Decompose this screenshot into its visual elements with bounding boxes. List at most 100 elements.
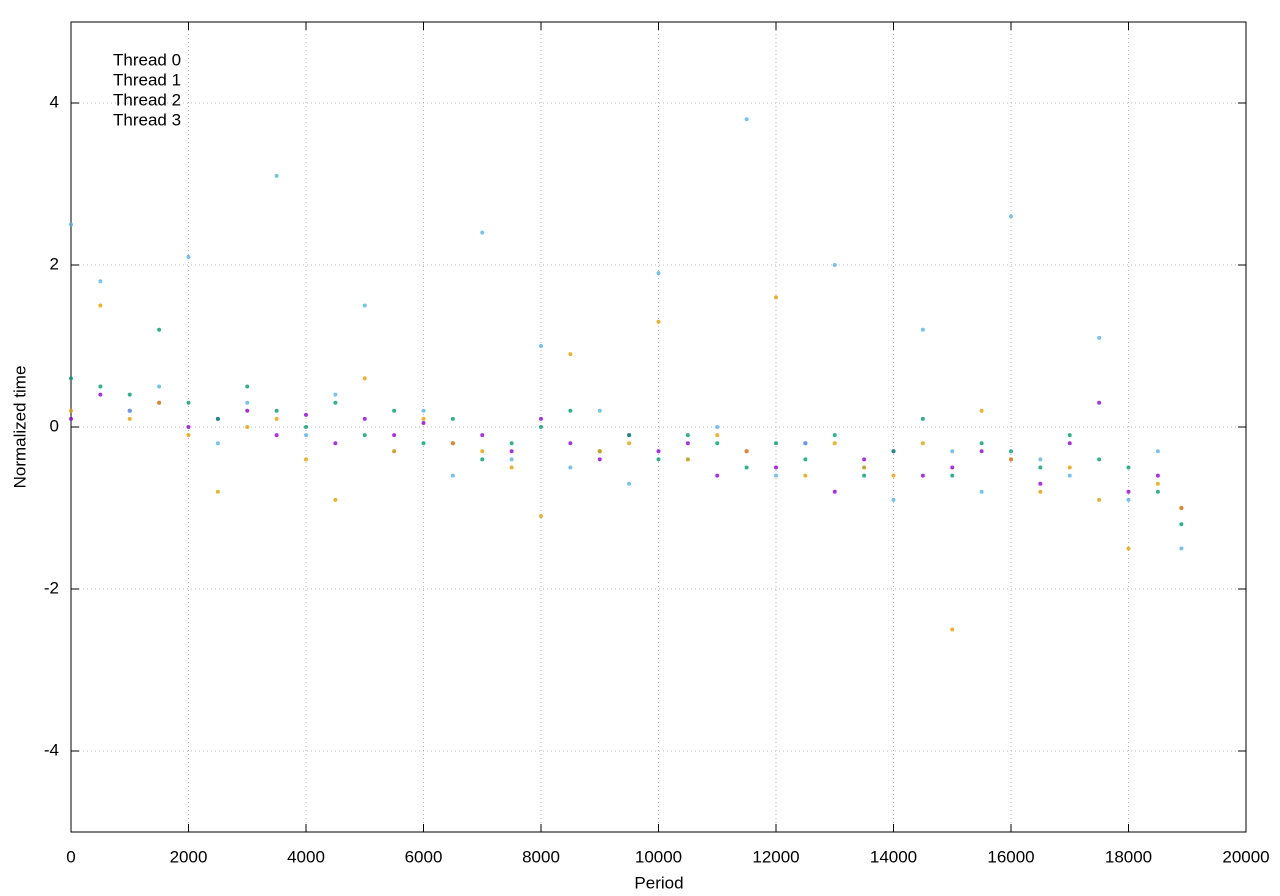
point — [245, 408, 250, 413]
legend-label: Thread 2 — [113, 90, 181, 109]
point — [920, 327, 925, 332]
x-axis-label: Period — [634, 873, 683, 892]
point — [539, 514, 543, 519]
point — [421, 416, 426, 421]
point — [362, 376, 367, 381]
point — [1126, 489, 1131, 494]
x-tick-label: 4000 — [287, 847, 325, 866]
x-tick-label: 10000 — [635, 847, 682, 866]
point — [421, 441, 426, 446]
x-tick-label: 16000 — [987, 847, 1034, 866]
point — [597, 408, 602, 413]
point — [1126, 546, 1131, 551]
legend-label: Thread 3 — [113, 110, 181, 129]
point — [539, 344, 543, 348]
x-tick-label: 8000 — [522, 847, 560, 866]
point — [744, 449, 749, 454]
point — [1067, 465, 1072, 470]
point — [656, 319, 661, 324]
point — [979, 441, 984, 446]
y-tick-label: 2 — [50, 254, 59, 273]
point — [392, 449, 397, 454]
point — [568, 441, 573, 446]
legend-label: Thread 0 — [113, 50, 181, 69]
point — [304, 425, 308, 429]
point — [509, 457, 514, 462]
point — [333, 392, 338, 397]
point — [597, 449, 602, 454]
point — [1038, 457, 1043, 462]
point — [891, 449, 896, 454]
point — [685, 457, 690, 462]
point — [274, 173, 279, 178]
point — [715, 473, 720, 478]
point — [421, 408, 426, 413]
point — [862, 457, 867, 462]
point — [656, 449, 661, 454]
point — [509, 441, 514, 446]
point — [1155, 489, 1160, 494]
point — [362, 416, 367, 421]
point — [862, 473, 867, 478]
point — [186, 400, 191, 405]
point — [1038, 481, 1043, 486]
point — [1067, 473, 1072, 478]
point — [1097, 335, 1102, 340]
point — [832, 263, 837, 267]
point — [774, 465, 778, 470]
point — [539, 425, 543, 429]
point — [597, 457, 602, 462]
point — [1179, 506, 1184, 510]
legend-label: Thread 1 — [113, 70, 181, 89]
point — [627, 433, 632, 438]
point — [304, 412, 308, 417]
point — [1009, 457, 1013, 462]
plot-frame — [70, 21, 1247, 833]
point — [803, 473, 808, 478]
point — [832, 489, 837, 494]
point — [774, 295, 778, 300]
point — [715, 425, 720, 429]
point — [627, 441, 632, 446]
x-tick-label: 2000 — [170, 847, 208, 866]
point — [69, 408, 73, 413]
point — [685, 441, 690, 446]
point — [1155, 449, 1160, 454]
point — [274, 416, 279, 421]
point — [979, 408, 984, 413]
point — [832, 441, 837, 446]
point — [656, 271, 661, 276]
point — [744, 465, 749, 470]
point — [69, 222, 73, 227]
point — [186, 425, 191, 429]
point — [1038, 465, 1043, 470]
point — [69, 416, 73, 421]
point — [480, 449, 485, 454]
point — [509, 465, 514, 470]
x-tick-label: 0 — [66, 847, 75, 866]
point — [1038, 489, 1043, 494]
x-tick-label: 6000 — [405, 847, 443, 866]
point — [803, 441, 808, 446]
point — [215, 489, 220, 494]
point — [450, 416, 455, 421]
point — [1009, 214, 1013, 219]
point — [950, 465, 955, 470]
point — [715, 433, 720, 438]
point — [480, 433, 485, 438]
point — [950, 449, 955, 454]
point — [774, 441, 778, 446]
point — [69, 376, 73, 381]
point — [392, 433, 397, 438]
point — [539, 416, 543, 421]
point — [421, 420, 426, 425]
point — [568, 465, 573, 470]
point — [891, 497, 896, 502]
y-axis-label: Normalized time — [10, 366, 29, 489]
point — [362, 433, 367, 438]
point — [362, 303, 367, 308]
point — [304, 433, 308, 438]
point — [509, 449, 514, 454]
point — [215, 441, 220, 446]
